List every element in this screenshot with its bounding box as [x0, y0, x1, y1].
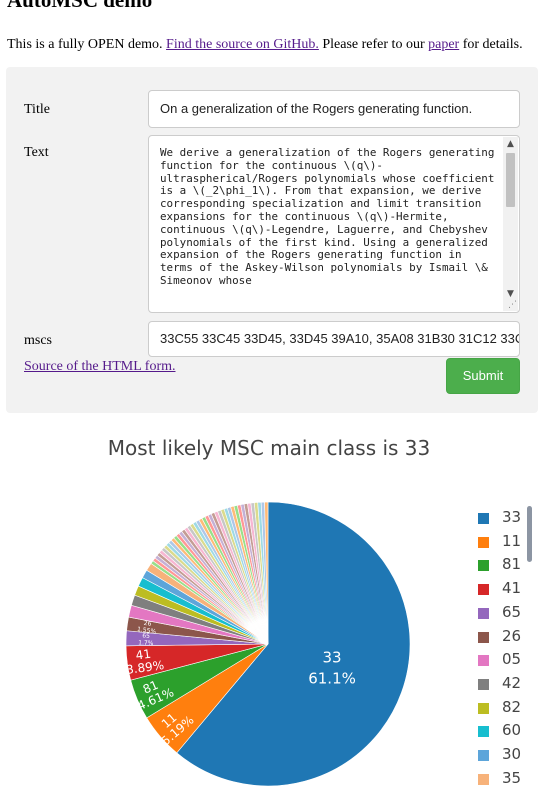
- mscs-input[interactable]: 33C55 33C45 33D45, 33D45 39A10, 35A08 31…: [148, 321, 520, 357]
- scroll-down-arrow-icon[interactable]: ▼: [507, 289, 514, 299]
- legend-swatch: [478, 702, 489, 714]
- title-label: Title: [24, 102, 50, 117]
- legend-swatch: [478, 726, 489, 738]
- pie-label-41: 413.89%: [125, 647, 165, 677]
- textarea-scrollbar[interactable]: ▲ ▼: [503, 137, 518, 311]
- legend-label: 81: [502, 555, 522, 574]
- refer-text: Please refer to our: [322, 37, 425, 52]
- legend-swatch: [478, 584, 489, 596]
- svg-text:3.89%: 3.89%: [125, 658, 165, 677]
- legend-swatch: [478, 513, 489, 524]
- legend-label: 33: [502, 508, 522, 526]
- resize-grip-icon[interactable]: ⋰: [508, 300, 517, 310]
- legend-label: 11: [502, 531, 522, 550]
- form-source-link[interactable]: Source of the HTML form.: [24, 359, 176, 374]
- pie-label-26: 261.55%: [137, 620, 157, 636]
- legend-label: 05: [502, 650, 522, 669]
- pie-label-33: 33: [323, 648, 342, 666]
- svg-text:81: 81: [141, 678, 161, 697]
- legend-label: 82: [502, 697, 522, 716]
- page-heading: AutoMSC demo: [7, 0, 153, 12]
- scrollbar-thumb[interactable]: [506, 153, 515, 207]
- pie-slice-other[interactable]: [264, 501, 269, 645]
- legend-label: 35: [502, 768, 522, 787]
- details-text: for details.: [462, 37, 523, 52]
- text-label: Text: [24, 145, 49, 160]
- svg-text:26: 26: [143, 620, 152, 628]
- mscs-label: mscs: [24, 333, 52, 348]
- legend-swatch: [478, 773, 489, 785]
- legend-label: 65: [502, 602, 522, 621]
- legend-swatch: [478, 560, 489, 572]
- pie-chart: 3361.1%115.19%814.61%413.89%651.7%261.55…: [125, 501, 411, 786]
- github-link[interactable]: Find the source on GitHub.: [166, 37, 319, 52]
- pie-slice-33[interactable]: [176, 501, 411, 786]
- text-textarea[interactable]: We derive a generalization of the Rogers…: [148, 135, 520, 313]
- submit-button[interactable]: Submit: [446, 358, 520, 394]
- legend-swatch: [478, 678, 489, 690]
- intro-line: This is a fully OPEN demo. Find the sour…: [7, 37, 523, 53]
- legend-scrollbar[interactable]: [527, 506, 532, 562]
- intro-text: This is a fully OPEN demo.: [7, 37, 163, 52]
- pie-label-65: 651.7%: [138, 633, 154, 647]
- legend-label: 30: [502, 745, 522, 763]
- svg-text:1.7%: 1.7%: [138, 639, 154, 647]
- scroll-up-arrow-icon[interactable]: ▲: [507, 139, 514, 149]
- pie-label-33: 61.1%: [308, 669, 356, 687]
- svg-text:1.55%: 1.55%: [137, 626, 157, 636]
- classification-form: Title On a generalization of the Rogers …: [6, 67, 538, 413]
- chart-title: Most likely MSC main class is 33: [107, 436, 431, 460]
- title-input[interactable]: On a generalization of the Rogers genera…: [148, 90, 520, 128]
- svg-text:41: 41: [135, 647, 152, 663]
- legend-label: 42: [502, 673, 522, 692]
- text-textarea-content: We derive a generalization of the Rogers…: [160, 147, 495, 287]
- legend-label: 60: [502, 721, 522, 740]
- legend-label: 41: [502, 579, 522, 598]
- legend-swatch: [478, 536, 489, 548]
- legend-swatch: [478, 631, 489, 643]
- legend-swatch: [478, 607, 489, 619]
- svg-text:65: 65: [142, 633, 150, 640]
- legend-label: 26: [502, 626, 522, 645]
- legend-swatch: [478, 750, 489, 761]
- paper-link[interactable]: paper: [428, 37, 460, 52]
- legend-swatch: [478, 655, 489, 667]
